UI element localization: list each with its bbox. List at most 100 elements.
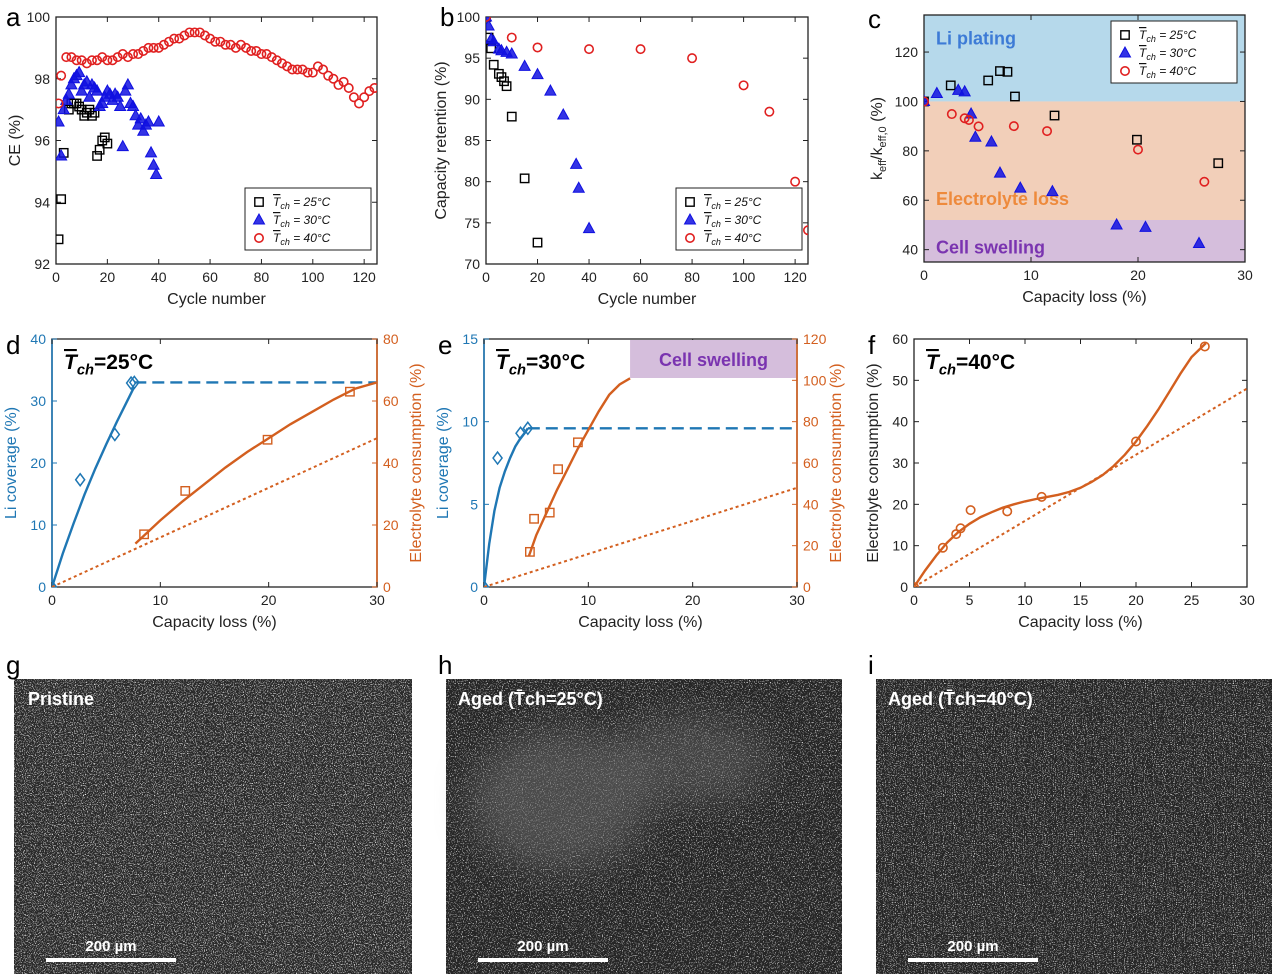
data-point [493,68,504,79]
legend: Tch = 25°C Tch = 30°C Tch = 40°C [244,187,372,251]
data-point [71,98,82,109]
data-point [1199,176,1210,187]
legend-marker [683,212,697,225]
legend: Tch = 25°C Tch = 30°C Tch = 40°C [675,187,803,251]
x-tick-label: 60 [633,269,649,285]
data-point [158,39,169,50]
series-layer [52,375,377,587]
panel-title: Tch=40°C [926,351,1015,378]
x-tick-label: 10 [1017,592,1033,608]
chart-a: a 0 20 40 60 80 100 120 92 94 96 98 100 Cycle number C… [6,2,378,308]
data-point [995,66,1005,76]
x-tick-label: 30 [1239,592,1255,608]
data-point [74,472,86,487]
data-point [544,84,557,96]
panel-letter-b: b [440,2,454,32]
data-point [152,114,166,127]
data-point [95,96,109,108]
x-tick-label: 0 [480,592,488,608]
scale-bar-label-i: 200 µm [947,938,998,955]
data-point [969,130,982,142]
x-axis-label: Cycle number [598,291,697,308]
x-tick-label: 40 [581,269,597,285]
series-line-5 [52,437,377,587]
y-axis-label: Capacity retention (%) [433,61,450,219]
data-point [262,434,273,445]
y-tick-label: 40 [892,414,908,430]
legend-marker [254,233,265,244]
y2-tick-label: 60 [803,455,819,471]
data-point [128,49,139,60]
x-tick-label: 25 [1184,592,1200,608]
data-point [131,118,145,130]
legend-entry-label: Tch = 25°C [273,195,331,211]
panel-title: Tch=30°C [496,351,585,378]
x-tick-label: 5 [966,592,974,608]
plot-frame [923,14,1246,263]
data-point [345,386,355,397]
data-point [94,144,105,155]
data-point [102,138,113,149]
data-point [499,76,509,87]
data-point [92,55,103,66]
region-1 [924,101,1245,221]
data-point [246,45,257,56]
plot-frame [51,338,378,588]
y-tick-label: 75 [464,215,480,231]
x-tick-label: 30 [789,592,805,608]
chart-f: f 0 5 10 15 20 25 30 0 10 20 30 40 50 60 Capacity loss … [865,330,1255,631]
scale-bar-i [908,958,1038,962]
x-tick-label: 0 [910,592,918,608]
x-tick-label: 80 [254,269,270,285]
legend: Tch = 25°C Tch = 30°C Tch = 40°C [1110,20,1238,84]
y2-tick-label: 60 [383,393,399,409]
x-tick-label: 100 [301,269,325,285]
legend-box [244,187,372,251]
data-point [163,36,174,47]
legend-box [675,187,803,251]
data-point [113,99,127,112]
y-tick-label: 120 [895,44,919,60]
y2-tick-label: 80 [383,331,399,347]
data-point [803,225,808,236]
data-point [531,67,544,80]
data-point [687,53,698,64]
data-point [143,42,154,53]
data-point [71,55,82,66]
y-tick-label: 30 [30,393,46,409]
legend-entry-label: Tch = 40°C [273,231,331,247]
x-tick-label: 20 [261,592,277,608]
y2-tick-label: 40 [803,496,819,512]
data-point [532,237,543,248]
aged-region-25c-2 [610,715,770,805]
data-point [312,61,323,72]
y-tick-label: 95 [464,50,480,66]
data-point [261,49,272,60]
legend-marker [252,212,266,225]
data-point [307,67,318,78]
data-point [134,111,148,124]
y-tick-label: 10 [30,517,46,533]
data-point [220,39,231,50]
micrograph-aged-40c [876,679,1272,974]
x-tick-label: 40 [151,269,167,285]
y2-tick-label: 0 [803,579,811,595]
chart-c: c 0 10 20 30 40 60 80 100 120 Capacity loss (%) kef… [868,4,1253,306]
x-tick-label: 20 [530,269,546,285]
data-point [318,64,329,75]
panel-letter-c: c [868,4,881,34]
data-point [256,49,267,60]
scale-bar-label-h: 200 µm [517,938,568,955]
x-tick-label: 0 [52,269,60,285]
data-point [174,33,185,44]
annotation-box [630,340,796,378]
data-point [147,158,160,170]
y-tick-label: 60 [892,331,908,347]
y-tick-label: 10 [892,538,908,554]
y2-axis-label: Electrolyte consumption (%) [828,363,845,562]
data-point [302,67,313,78]
data-point [343,83,354,94]
data-point [56,194,67,205]
y-axis-label: Li coverage (%) [3,407,20,519]
